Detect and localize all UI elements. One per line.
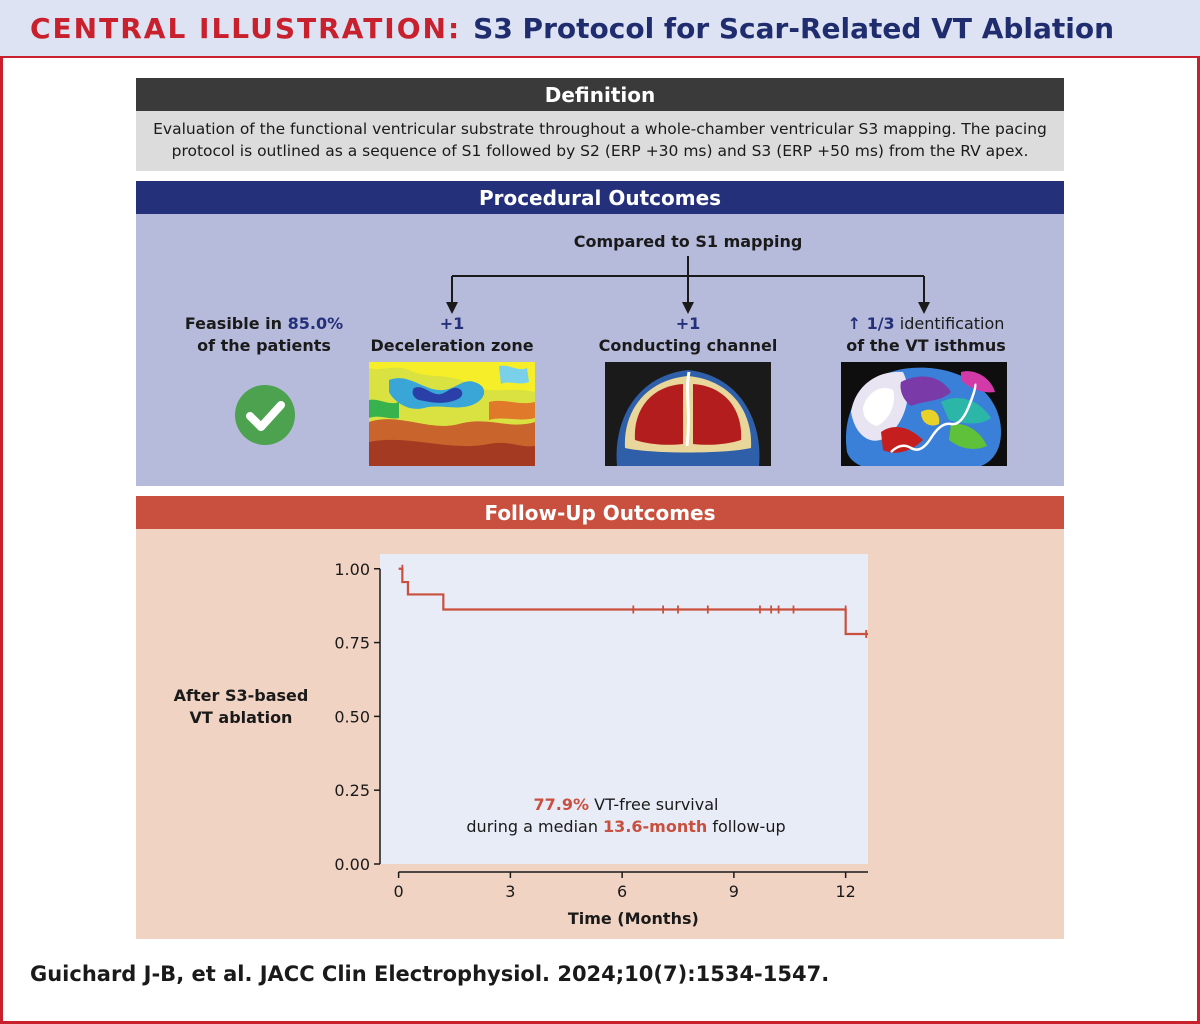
km-chart: 0.00 0.25 0.50 0.75 1.00 0 3 6 9 12 Time (Months… bbox=[334, 554, 868, 928]
side-label-line1: After S3-based bbox=[173, 686, 309, 705]
followup-text-prefix: during a median bbox=[466, 817, 604, 836]
deceleration-zone-map-image bbox=[369, 362, 535, 466]
conducting-label: +1 Conducting channel bbox=[598, 313, 778, 357]
deceleration-value: +1 bbox=[439, 314, 465, 333]
citation: Guichard J-B, et al. JACC Clin Electroph… bbox=[30, 962, 830, 986]
title-bar: CENTRAL ILLUSTRATION: S3 Protocol for Sc… bbox=[0, 0, 1200, 58]
followup-panel: After S3-based VT ablation 0.00 0.25 0.50 0… bbox=[136, 529, 1064, 939]
followup-duration: 13.6-month bbox=[603, 817, 708, 836]
x-tick-label: 9 bbox=[729, 882, 739, 901]
definition-header: Definition bbox=[136, 78, 1064, 111]
vt-isthmus-map-image bbox=[841, 362, 1007, 466]
y-tick-label: 0.25 bbox=[334, 781, 370, 800]
feasible-label: Feasible in 85.0% of the patients bbox=[166, 313, 362, 357]
feasible-value: 85.0% bbox=[287, 314, 344, 333]
followup-text-suffix: follow-up bbox=[707, 817, 786, 836]
followup-header: Follow-Up Outcomes bbox=[136, 496, 1064, 529]
deceleration-label: +1 Deceleration zone bbox=[362, 313, 542, 357]
isthmus-inline: identification bbox=[894, 314, 1005, 333]
censor-marks bbox=[401, 564, 868, 639]
plot-background bbox=[380, 554, 868, 864]
definition-text-line2: protocol is outlined as a sequence of S1… bbox=[171, 142, 1029, 160]
followup-side-label: After S3-based VT ablation bbox=[156, 685, 326, 729]
arrow-right-icon bbox=[918, 302, 930, 314]
isthmus-label: ↑ 1/3 identification of the VT isthmus bbox=[816, 313, 1036, 357]
procedural-panel: Compared to S1 mapping Feasible in 85.0%… bbox=[136, 214, 1064, 486]
isthmus-value: ↑ 1/3 bbox=[847, 314, 895, 333]
conducting-text: Conducting channel bbox=[598, 336, 778, 355]
feasible-prefix: Feasible in bbox=[184, 314, 288, 333]
y-tick-label: 0.75 bbox=[334, 634, 370, 653]
x-axis: 0 3 6 9 12 bbox=[394, 871, 868, 901]
survival-value: 77.9% bbox=[533, 795, 590, 814]
conducting-channel-map-image bbox=[605, 362, 771, 466]
check-circle-icon bbox=[235, 385, 295, 445]
x-tick-label: 3 bbox=[505, 882, 515, 901]
definition-body: Evaluation of the functional ventricular… bbox=[136, 111, 1064, 171]
survival-annotation: 77.9% VT-free survival during a median 1… bbox=[416, 794, 836, 838]
arrow-left-icon bbox=[446, 302, 458, 314]
conducting-value: +1 bbox=[675, 314, 701, 333]
y-axis: 0.00 0.25 0.50 0.75 1.00 bbox=[334, 560, 381, 874]
side-label-line2: VT ablation bbox=[189, 708, 293, 727]
compared-label: Compared to S1 mapping bbox=[573, 232, 803, 251]
title-prefix: CENTRAL ILLUSTRATION: bbox=[30, 11, 462, 45]
x-tick-label: 0 bbox=[394, 882, 404, 901]
comparison-bracket bbox=[446, 256, 930, 314]
km-survival-line bbox=[398, 567, 868, 636]
survival-text: VT-free survival bbox=[589, 795, 719, 814]
arrow-mid-icon bbox=[682, 302, 694, 314]
y-tick-label: 0.50 bbox=[334, 707, 370, 726]
isthmus-text: of the VT isthmus bbox=[846, 336, 1006, 355]
procedural-header: Procedural Outcomes bbox=[136, 181, 1064, 214]
y-tick-label: 0.00 bbox=[334, 855, 370, 874]
x-tick-label: 6 bbox=[617, 882, 627, 901]
feasible-suffix: of the patients bbox=[197, 336, 331, 355]
definition-text-line1: Evaluation of the functional ventricular… bbox=[153, 120, 1047, 138]
y-tick-label: 1.00 bbox=[334, 560, 370, 579]
x-axis-label: Time (Months) bbox=[568, 909, 699, 928]
x-tick-label: 12 bbox=[835, 882, 855, 901]
deceleration-text: Deceleration zone bbox=[370, 336, 534, 355]
title-main: S3 Protocol for Scar-Related VT Ablation bbox=[473, 11, 1115, 45]
